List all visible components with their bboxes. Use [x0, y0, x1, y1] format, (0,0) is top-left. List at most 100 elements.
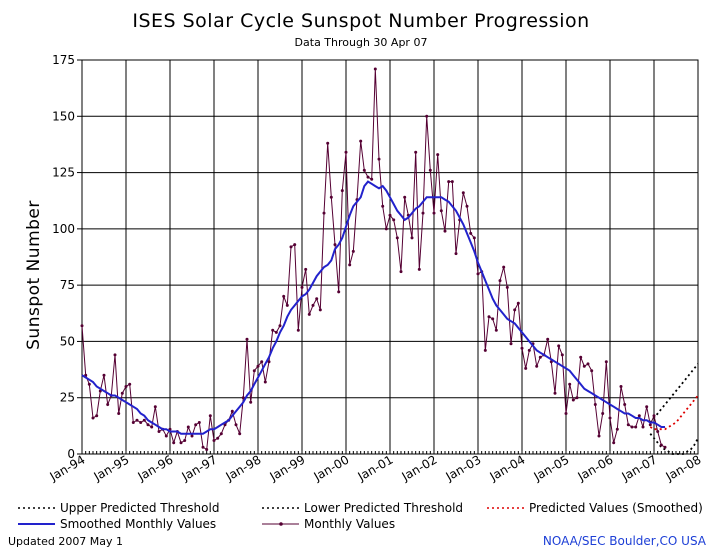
- x-tick-label: Jan-01: [355, 452, 396, 484]
- monthly-point: [469, 231, 473, 235]
- monthly-point: [146, 423, 150, 427]
- monthly-point: [311, 303, 315, 307]
- monthly-point: [131, 421, 135, 424]
- monthly-point: [208, 414, 212, 418]
- monthly-point: [560, 353, 564, 357]
- monthly-point: [535, 364, 539, 368]
- y-tick-label: 100: [52, 222, 75, 236]
- plot-frame: [81, 59, 699, 455]
- legend-monthly: Monthly Values: [304, 517, 395, 531]
- y-axis-label: Sunspot Number: [24, 200, 44, 350]
- monthly-point: [322, 211, 326, 215]
- monthly-point: [502, 265, 506, 269]
- monthly-point: [571, 398, 575, 402]
- x-tick-label: Jan-95: [91, 452, 132, 484]
- monthly-point: [575, 396, 579, 400]
- monthly-point: [564, 412, 568, 415]
- monthly-point: [263, 380, 267, 384]
- monthly-point: [553, 391, 557, 395]
- legend: Upper Predicted Threshold Lower Predicte…: [18, 501, 703, 531]
- monthly-point: [329, 195, 333, 199]
- monthly-point: [113, 353, 117, 357]
- monthly-point: [601, 412, 605, 415]
- monthly-point: [304, 267, 308, 271]
- monthly-point: [586, 362, 590, 366]
- x-tick-label: Jan-99: [267, 452, 308, 484]
- monthly-point: [487, 315, 491, 319]
- monthly-point: [425, 114, 429, 118]
- monthly-point: [318, 308, 322, 312]
- y-tick-label: 50: [60, 334, 75, 348]
- monthly-point: [439, 209, 443, 213]
- upper-threshold-line: [649, 363, 699, 424]
- monthly-point: [249, 400, 253, 404]
- smoothed-values-line: [81, 180, 665, 435]
- monthly-point: [645, 405, 649, 409]
- monthly-point: [370, 177, 374, 181]
- monthly-point: [296, 328, 300, 332]
- monthly-point: [513, 308, 517, 312]
- y-tick-label: 75: [60, 278, 75, 292]
- monthly-point: [538, 355, 542, 359]
- monthly-point: [333, 243, 337, 247]
- monthly-point: [652, 414, 656, 418]
- monthly-point: [619, 385, 623, 388]
- monthly-point: [656, 430, 660, 433]
- monthly-point: [219, 432, 223, 436]
- monthly-point: [256, 364, 260, 368]
- monthly-point: [648, 423, 652, 427]
- monthly-point: [377, 157, 381, 161]
- y-tick-label: 175: [52, 53, 75, 67]
- monthly-point: [252, 369, 256, 373]
- updated-text: Updated 2007 May 1: [8, 535, 123, 548]
- monthly-point: [172, 441, 176, 445]
- x-tick-label: Jan-03: [443, 452, 484, 484]
- x-tick-label: Jan-08: [663, 452, 704, 484]
- monthly-point: [326, 141, 330, 145]
- smoothed-series: [81, 180, 665, 435]
- monthly-point: [102, 373, 106, 377]
- monthly-point: [505, 285, 509, 289]
- legend-upper: Upper Predicted Threshold: [60, 501, 219, 515]
- monthly-point: [348, 263, 352, 267]
- x-tick-label: Jan-07: [619, 452, 660, 484]
- monthly-point: [626, 423, 630, 427]
- monthly-point: [142, 418, 146, 422]
- monthly-point: [410, 236, 414, 240]
- monthly-point: [307, 312, 311, 316]
- legend-predicted: Predicted Values (Smoothed): [529, 501, 703, 515]
- monthly-point: [461, 191, 465, 195]
- monthly-point: [637, 414, 641, 418]
- y-tick-label: 150: [52, 109, 75, 123]
- monthly-point: [278, 324, 282, 328]
- monthly-point: [153, 405, 157, 409]
- monthly-point: [399, 270, 403, 274]
- monthly-point: [630, 425, 634, 429]
- monthly-point: [414, 150, 418, 154]
- monthly-point: [285, 303, 289, 307]
- monthly-point: [520, 346, 524, 350]
- monthly-point: [164, 434, 168, 438]
- monthly-point: [124, 385, 128, 388]
- monthly-point: [384, 227, 388, 231]
- monthly-point: [476, 272, 480, 276]
- monthly-point: [135, 418, 139, 422]
- monthly-point: [472, 236, 476, 240]
- monthly-point: [421, 211, 425, 215]
- monthly-point: [527, 348, 531, 352]
- monthly-point: [197, 421, 201, 424]
- monthly-values-line: [81, 68, 666, 451]
- monthly-point: [491, 317, 495, 321]
- monthly-point: [498, 279, 502, 283]
- monthly-point: [494, 328, 498, 332]
- monthly-point: [590, 369, 594, 373]
- x-tick-label: Jan-98: [223, 452, 264, 484]
- grid-lines: [77, 59, 698, 455]
- monthly-point: [612, 441, 616, 445]
- monthly-point: [597, 434, 601, 438]
- monthly-point: [483, 348, 487, 352]
- monthly-point: [337, 290, 341, 294]
- monthly-point: [230, 409, 234, 413]
- monthly-point: [238, 432, 242, 436]
